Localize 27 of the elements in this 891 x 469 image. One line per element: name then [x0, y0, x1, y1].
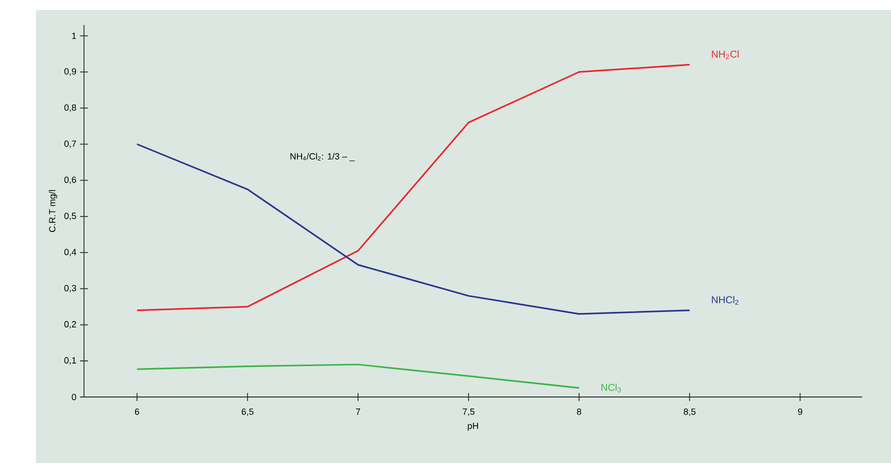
y-tick-label: 0,2 [64, 321, 76, 328]
y-tick-label: 0 [72, 394, 76, 400]
line-series [136, 364, 580, 389]
text: NH$_{2}$Cl [712, 50, 739, 60]
x-tick-label: 8 [576, 408, 582, 415]
x-tick-label: 6,5 [242, 408, 254, 416]
y-tick-label: 0,5 [64, 212, 76, 220]
y-tick-label: 0,3 [64, 284, 76, 292]
y-tick-label: 0,6 [64, 176, 76, 184]
x-axis-title: pH [468, 422, 478, 431]
y-tick-label: 1 [72, 32, 76, 39]
x-tick-label: 8,5 [684, 408, 696, 416]
x-tick-label: 9 [798, 408, 802, 415]
y-tick-label: 0,1 [64, 357, 76, 365]
x-tick-label: 7,5 [462, 408, 474, 416]
y-tick-label: 0,7 [64, 140, 76, 148]
y-tick-label: 0,8 [64, 104, 76, 112]
line-series [136, 64, 690, 312]
y-tick-label: 0,4 [64, 248, 76, 256]
y-tick-label: 0,9 [64, 68, 76, 76]
x-tick-label: 7 [356, 408, 360, 415]
line-series [136, 143, 690, 315]
annotation: NH$_{4}$/Cl$_{2}$: 1/3 – _ [290, 152, 355, 162]
text: NHCl$_{2}$ [712, 296, 738, 305]
y-axis-title: C.R.T mg/l [48, 190, 58, 232]
x-tick-label: 6 [135, 408, 140, 415]
text: NCl$_{3}$ [601, 384, 621, 392]
